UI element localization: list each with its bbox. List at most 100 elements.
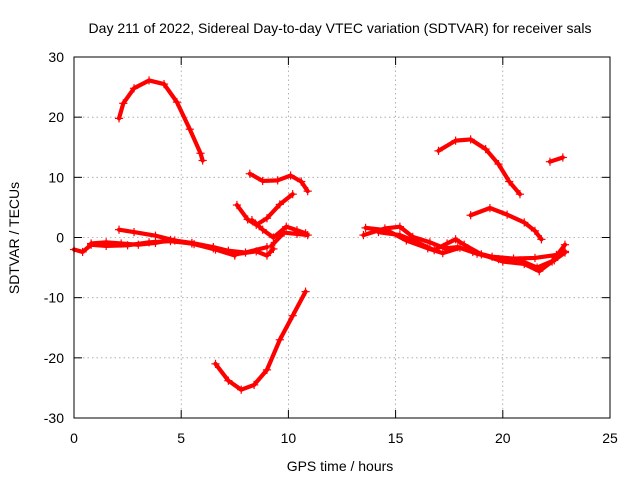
data-point bbox=[275, 335, 284, 344]
x-tick-label: 5 bbox=[177, 430, 185, 446]
series-trace bbox=[436, 137, 523, 197]
data-point bbox=[269, 233, 278, 242]
y-axis-label: SDTVAR / TECUs bbox=[6, 182, 22, 294]
data-point bbox=[535, 267, 544, 276]
data-point bbox=[211, 245, 220, 254]
data-point bbox=[224, 376, 233, 385]
x-tick-label: 0 bbox=[70, 430, 78, 446]
data-point bbox=[395, 222, 404, 231]
data-point bbox=[258, 225, 267, 234]
data-point bbox=[395, 230, 404, 240]
y-tick-label: 10 bbox=[48, 169, 64, 185]
data-point bbox=[211, 359, 220, 368]
data-point bbox=[442, 239, 452, 248]
data-point bbox=[434, 146, 443, 155]
data-point bbox=[262, 214, 272, 223]
data-point bbox=[282, 222, 291, 231]
data-point bbox=[466, 211, 475, 220]
series-trace bbox=[213, 289, 308, 392]
data-point bbox=[275, 200, 284, 209]
data-point bbox=[267, 241, 276, 251]
data-point bbox=[303, 230, 312, 240]
data-point bbox=[288, 190, 297, 199]
data-point bbox=[515, 190, 525, 199]
data-point bbox=[159, 79, 169, 89]
data-point bbox=[451, 235, 460, 244]
data-point bbox=[232, 200, 242, 210]
data-point bbox=[502, 210, 512, 219]
data-point bbox=[303, 187, 312, 196]
data-point bbox=[560, 240, 570, 249]
data-point bbox=[359, 230, 368, 240]
data-point bbox=[537, 235, 546, 244]
data-point bbox=[481, 144, 490, 154]
series-trace bbox=[363, 225, 568, 270]
data-point bbox=[185, 125, 194, 134]
data-point bbox=[430, 246, 439, 255]
data-point bbox=[530, 253, 540, 263]
x-tick-label: 10 bbox=[281, 430, 297, 446]
data-point bbox=[280, 228, 289, 237]
data-point bbox=[114, 114, 124, 123]
data-point bbox=[292, 229, 302, 238]
data-point bbox=[286, 171, 295, 180]
data-point bbox=[545, 157, 555, 166]
data-point bbox=[144, 76, 154, 85]
data-point bbox=[477, 250, 486, 259]
x-tick-label: 20 bbox=[495, 430, 511, 446]
x-tick-label: 15 bbox=[388, 430, 404, 446]
data-point bbox=[560, 248, 570, 257]
data-point bbox=[247, 215, 257, 225]
y-tick-label: 20 bbox=[48, 109, 64, 125]
x-tick-label: 25 bbox=[602, 430, 618, 446]
data-point bbox=[151, 238, 160, 248]
data-point bbox=[237, 385, 246, 394]
data-point bbox=[198, 156, 207, 165]
data-point bbox=[374, 227, 383, 237]
data-point bbox=[425, 238, 435, 247]
data-point bbox=[117, 239, 126, 248]
data-point bbox=[520, 259, 529, 269]
series-trace bbox=[468, 205, 544, 242]
axis-layer: 0 5 10 15 20 25 -30 -20 -10 0 10 20 30 bbox=[44, 49, 618, 446]
data-point bbox=[273, 176, 282, 185]
data-point bbox=[114, 225, 124, 234]
data-point bbox=[288, 311, 297, 320]
data-point bbox=[297, 177, 306, 186]
data-point bbox=[301, 287, 310, 296]
data-point bbox=[129, 84, 139, 93]
data-point bbox=[170, 236, 179, 245]
data-point bbox=[258, 176, 267, 186]
data-point bbox=[249, 380, 259, 390]
data-point bbox=[134, 240, 143, 249]
chart-title: Day 211 of 2022, Sidereal Day-to-day VTE… bbox=[89, 20, 592, 36]
data-point bbox=[151, 231, 160, 240]
data-point bbox=[172, 98, 182, 107]
data-point bbox=[451, 136, 460, 145]
data-point bbox=[460, 240, 469, 249]
data-point bbox=[102, 238, 111, 247]
data-point bbox=[466, 135, 475, 144]
data-point bbox=[262, 243, 272, 252]
data-point bbox=[87, 239, 96, 248]
data-point bbox=[438, 249, 447, 258]
data-point bbox=[78, 247, 87, 257]
grid-layer bbox=[74, 57, 610, 418]
data-point bbox=[262, 365, 272, 374]
data-point bbox=[558, 153, 567, 162]
y-tick-label: 0 bbox=[56, 230, 64, 246]
series-trace bbox=[247, 171, 310, 194]
series-trace bbox=[234, 192, 295, 227]
data-point bbox=[245, 169, 254, 178]
data-point bbox=[505, 177, 514, 186]
data-point bbox=[455, 243, 465, 252]
data-point bbox=[412, 238, 422, 247]
series-trace bbox=[547, 155, 565, 164]
data-point bbox=[498, 257, 507, 266]
data-point bbox=[548, 257, 557, 266]
series-layer bbox=[69, 76, 570, 394]
series-trace bbox=[116, 78, 205, 163]
y-tick-label: 30 bbox=[48, 49, 64, 65]
